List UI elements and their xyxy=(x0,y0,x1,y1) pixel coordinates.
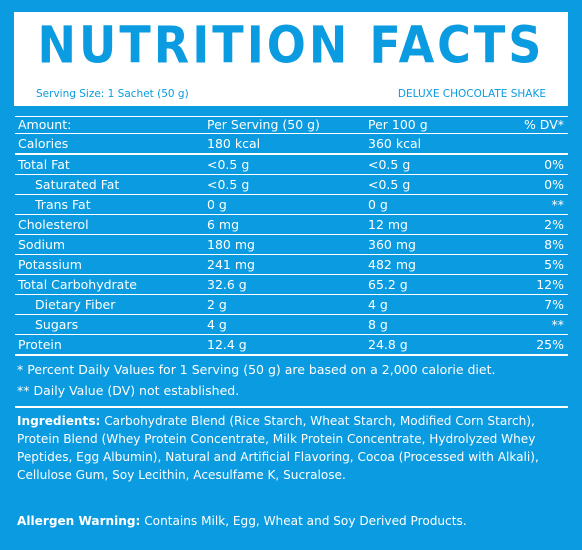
table-row: Cholesterol 6 mg 12 mg 2% xyxy=(15,215,568,235)
dv-value: 7% xyxy=(544,297,564,312)
ingredients-label: Ingredients: xyxy=(17,414,101,428)
table-header: Amount: Per Serving (50 g) Per 100 g % D… xyxy=(15,117,568,134)
per-serving-value: 4 g xyxy=(207,317,227,332)
table-row: Dietary Fiber 2 g 4 g 7% xyxy=(15,295,568,315)
per-serving-value: 12.4 g xyxy=(207,337,247,352)
ingredients-section: Ingredients: Carbohydrate Blend (Rice St… xyxy=(17,412,567,484)
table-row: Total Carbohydrate 32.6 g 65.2 g 12% xyxy=(15,275,568,295)
nutrient-name: Saturated Fat xyxy=(35,177,120,192)
per-100g-value: 65.2 g xyxy=(368,277,408,292)
dv-value: 12% xyxy=(536,277,564,292)
per-100g-value: 360 mg xyxy=(368,237,416,252)
nutrient-name: Potassium xyxy=(18,257,82,272)
flavor-name: DELUXE CHOCOLATE SHAKE xyxy=(397,88,546,100)
per-serving-value: <0.5 g xyxy=(207,157,250,172)
table-row: Protein 12.4 g 24.8 g 25% xyxy=(15,335,568,356)
page-title: NUTRITION FACTS xyxy=(37,15,545,75)
nutrient-name: Total Carbohydrate xyxy=(18,277,137,292)
nutrient-name: Protein xyxy=(18,337,62,352)
nutrient-name: Sugars xyxy=(35,317,79,332)
table-row: Sodium 180 mg 360 mg 8% xyxy=(15,235,568,255)
dv-not-established-note: ** Daily Value (DV) not established. xyxy=(17,383,240,398)
nutrition-table: Amount: Per Serving (50 g) Per 100 g % D… xyxy=(15,116,568,356)
section-divider xyxy=(15,406,568,408)
per-100g-value: 4 g xyxy=(368,297,388,312)
per-100g-value: <0.5 g xyxy=(368,177,411,192)
per-100g-value: 0 g xyxy=(368,197,388,212)
table-row: Total Fat <0.5 g <0.5 g 0% xyxy=(15,155,568,175)
dv-footnote: * Percent Daily Values for 1 Serving (50… xyxy=(17,362,496,377)
allergen-text: Contains Milk, Egg, Wheat and Soy Derive… xyxy=(140,514,467,528)
allergen-warning: Allergen Warning: Contains Milk, Egg, Wh… xyxy=(17,514,467,528)
serving-size: Serving Size: 1 Sachet (50 g) xyxy=(36,88,189,100)
per-serving-value: <0.5 g xyxy=(207,177,250,192)
per-serving-value: 2 g xyxy=(207,297,227,312)
column-header-amount: Amount: xyxy=(18,117,72,132)
nutrient-name: Trans Fat xyxy=(35,197,91,212)
per-serving-value: 180 mg xyxy=(207,237,255,252)
title-panel: NUTRITION FACTS Serving Size: 1 Sachet (… xyxy=(14,12,568,106)
nutrient-name: Calories xyxy=(18,136,69,151)
nutrient-name: Sodium xyxy=(18,237,66,252)
per-serving-value: 0 g xyxy=(207,197,227,212)
per-serving-value: 32.6 g xyxy=(207,277,247,292)
nutrient-name: Dietary Fiber xyxy=(35,297,116,312)
dv-value: 0% xyxy=(544,177,564,192)
dv-value: 5% xyxy=(544,257,564,272)
per-100g-value: 482 mg xyxy=(368,257,416,272)
table-row: Potassium 241 mg 482 mg 5% xyxy=(15,255,568,275)
per-100g-value: 8 g xyxy=(368,317,388,332)
table-row: Saturated Fat <0.5 g <0.5 g 0% xyxy=(15,175,568,195)
dv-value: ** xyxy=(551,317,565,332)
per-100g-value: 12 mg xyxy=(368,217,408,232)
per-serving-value: 241 mg xyxy=(207,257,255,272)
column-header-dv: % DV* xyxy=(523,117,564,132)
table-row: Sugars 4 g 8 g ** xyxy=(15,315,568,335)
per-100g-value: <0.5 g xyxy=(368,157,411,172)
per-100g-value: 24.8 g xyxy=(368,337,408,352)
table-row: Trans Fat 0 g 0 g ** xyxy=(15,195,568,215)
ingredients-text: Carbohydrate Blend (Rice Starch, Wheat S… xyxy=(17,414,539,482)
column-header-per-serving: Per Serving (50 g) xyxy=(207,117,320,132)
dv-value: 2% xyxy=(544,217,564,232)
column-header-per-100g: Per 100 g xyxy=(368,117,428,132)
allergen-label: Allergen Warning: xyxy=(17,514,141,528)
dv-value: 25% xyxy=(536,337,564,352)
per-100g-value: 360 kcal xyxy=(368,136,422,151)
per-serving-value: 180 kcal xyxy=(207,136,261,151)
nutrient-name: Cholesterol xyxy=(18,217,89,232)
dv-value: ** xyxy=(551,197,565,212)
per-serving-value: 6 mg xyxy=(207,217,240,232)
table-row: Calories 180 kcal 360 kcal xyxy=(15,134,568,155)
dv-value: 8% xyxy=(544,237,564,252)
nutrient-name: Total Fat xyxy=(18,157,70,172)
dv-value: 0% xyxy=(544,157,564,172)
